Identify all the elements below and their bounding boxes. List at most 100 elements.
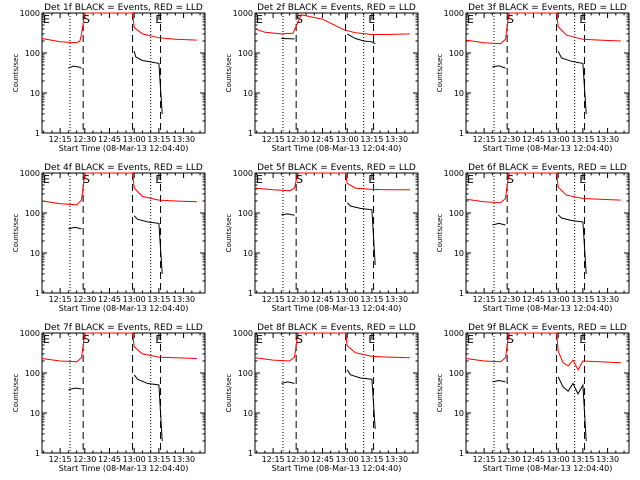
- interval-marker-e: E: [579, 173, 586, 186]
- x-tick-label: 13:30: [385, 295, 408, 304]
- y-tick-label: 10: [454, 409, 464, 418]
- chart-panel-1: Det 1f BLACK = Events, RED = LLD 1 10 100 10…: [12, 3, 206, 153]
- events-series-line: [492, 379, 506, 383]
- x-tick-label: 13:30: [172, 455, 195, 464]
- lld-series-line: [41, 12, 197, 44]
- x-tick-label: 13:15: [147, 135, 170, 144]
- y-axis-label: Counts/sec: [436, 374, 444, 413]
- x-tick-label: 13:00: [547, 455, 570, 464]
- lld-series-line: [254, 14, 410, 35]
- plot-frame: [254, 12, 419, 134]
- y-tick-label: 1: [35, 289, 40, 298]
- y-tick-label: 100: [25, 209, 40, 218]
- x-tick-label: 13:15: [571, 455, 594, 464]
- x-tick-label: 12:30: [286, 295, 309, 304]
- chart-panel-4: Det 4f BLACK = Events, RED = LLD 1 10 100 10…: [12, 163, 206, 313]
- x-tick-label: 13:15: [571, 295, 594, 304]
- chart-panel-3: Det 3f BLACK = Events, RED = LLD 1 10 100 10…: [436, 3, 630, 153]
- lld-series-line: [41, 172, 197, 206]
- y-tick-label: 1000: [20, 9, 40, 18]
- interval-marker-e: E: [43, 13, 50, 26]
- x-tick-label: 12:45: [311, 295, 334, 304]
- interval-marker-e: E: [579, 333, 586, 346]
- interval-marker-e: E: [368, 333, 375, 346]
- lld-series-line: [254, 332, 410, 362]
- x-tick-label: 12:15: [49, 455, 72, 464]
- x-tick-label: 13:00: [547, 295, 570, 304]
- y-axis-label: Counts/sec: [12, 214, 20, 253]
- x-tick-label: 12:30: [73, 455, 96, 464]
- x-tick-label: 12:30: [497, 135, 520, 144]
- x-tick-label: 13:00: [336, 455, 359, 464]
- x-tick-label: 12:45: [522, 455, 545, 464]
- events-series-line: [557, 376, 587, 442]
- y-tick-label: 100: [238, 369, 253, 378]
- interval-marker-e: E: [256, 173, 263, 186]
- x-tick-label: 12:30: [497, 455, 520, 464]
- interval-marker-s: S: [507, 173, 514, 186]
- y-tick-label: 10: [243, 249, 253, 258]
- plot-frame: [41, 172, 206, 294]
- chart-panel-8: Det 8f BLACK = Events, RED = LLD 1 10 100 10…: [225, 323, 419, 473]
- y-tick-label: 1: [459, 289, 464, 298]
- y-tick-label: 100: [25, 49, 40, 58]
- chart-panel-2: Det 2f BLACK = Events, RED = LLD 1 10 100 10…: [225, 3, 419, 153]
- y-tick-label: 1: [248, 289, 253, 298]
- events-series-line: [133, 215, 163, 274]
- x-tick-label: 13:30: [172, 295, 195, 304]
- interval-marker-e: E: [256, 13, 263, 26]
- events-series-line: [346, 33, 376, 45]
- x-tick-label: 12:45: [98, 135, 121, 144]
- x-tick-label: 13:30: [385, 455, 408, 464]
- y-tick-label: 1000: [444, 329, 464, 338]
- interval-marker-s: S: [507, 333, 514, 346]
- x-tick-label: 13:15: [571, 135, 594, 144]
- x-axis-label: Start Time (08-Mar-13 12:04:40): [59, 144, 189, 153]
- y-tick-label: 1000: [20, 329, 40, 338]
- y-tick-label: 10: [454, 249, 464, 258]
- interval-marker-e: E: [155, 173, 162, 186]
- plot-frame: [41, 12, 206, 134]
- x-tick-label: 12:15: [473, 135, 496, 144]
- x-tick-label: 13:00: [123, 295, 146, 304]
- y-axis-label: Counts/sec: [12, 54, 20, 93]
- x-tick-label: 12:30: [286, 455, 309, 464]
- interval-marker-s: S: [296, 333, 303, 346]
- x-tick-label: 12:45: [311, 455, 334, 464]
- lld-series-line: [465, 172, 621, 204]
- x-tick-label: 12:45: [522, 295, 545, 304]
- chart-title: Det 2f BLACK = Events, RED = LLD: [257, 3, 416, 13]
- y-tick-label: 10: [243, 89, 253, 98]
- chart-title: Det 8f BLACK = Events, RED = LLD: [257, 323, 416, 333]
- y-axis-label: Counts/sec: [225, 54, 233, 93]
- y-tick-label: 1: [248, 449, 253, 458]
- interval-marker-e: E: [368, 173, 375, 186]
- x-tick-label: 13:00: [123, 135, 146, 144]
- y-axis-label: Counts/sec: [12, 374, 20, 413]
- y-tick-label: 100: [238, 49, 253, 58]
- plot-frame: [465, 332, 630, 454]
- interval-marker-s: S: [507, 13, 514, 26]
- chart-panel-9: Det 9f BLACK = Events, RED = LLD 1 10 100 10…: [436, 323, 630, 473]
- x-tick-label: 12:30: [73, 135, 96, 144]
- events-series-line: [281, 213, 295, 216]
- chart-title: Det 9f BLACK = Events, RED = LLD: [468, 323, 627, 333]
- y-tick-label: 1000: [233, 9, 253, 18]
- x-tick-label: 13:30: [385, 135, 408, 144]
- events-series-line: [492, 222, 506, 226]
- interval-marker-e: E: [467, 333, 474, 346]
- events-series-line: [281, 381, 295, 384]
- y-axis-label: Counts/sec: [436, 214, 444, 253]
- events-series-line: [557, 214, 587, 274]
- events-series-line: [68, 65, 82, 69]
- x-tick-label: 12:15: [262, 455, 285, 464]
- x-axis-label: Start Time (08-Mar-13 12:04:40): [272, 304, 402, 313]
- events-series-line: [346, 369, 376, 429]
- y-tick-label: 1000: [444, 9, 464, 18]
- interval-marker-e: E: [43, 173, 50, 186]
- chart-title: Det 3f BLACK = Events, RED = LLD: [468, 3, 627, 13]
- interval-marker-e: E: [256, 333, 263, 346]
- plot-frame: [254, 332, 419, 454]
- y-tick-label: 100: [449, 369, 464, 378]
